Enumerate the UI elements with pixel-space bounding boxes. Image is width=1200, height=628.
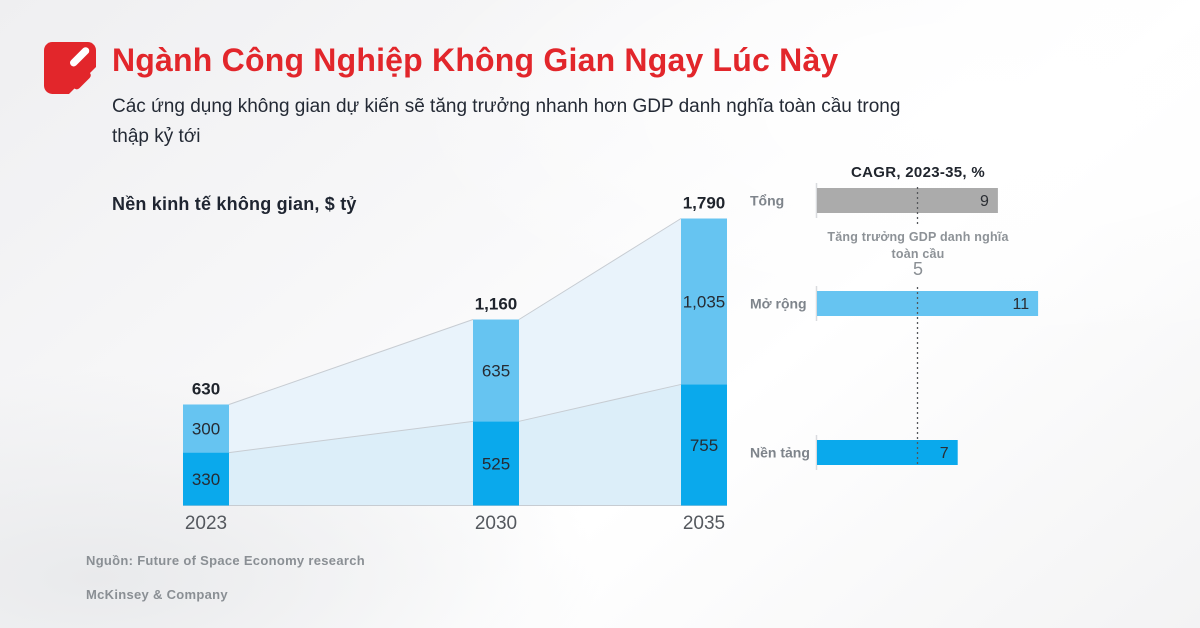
source-note: Nguồn: Future of Space Economy research [86, 553, 365, 568]
gdp-reference-label-line1: Tăng trưởng GDP danh nghĩa [827, 230, 1009, 244]
cagr-bar [817, 188, 998, 213]
funnel-top-line [518, 218, 682, 320]
segment-value-label: 755 [690, 436, 718, 455]
segment-value-label: 525 [482, 454, 510, 473]
bar-segment-expansion [473, 319, 519, 422]
funnel-mid-line [228, 420, 474, 454]
total-value-label: 630 [192, 379, 220, 398]
funnel-area-expansion [229, 319, 473, 453]
bar-segment-foundation [473, 421, 519, 506]
funnel-area-foundation [229, 421, 473, 506]
cagr-category-label: Tổng [750, 193, 784, 209]
bar-segment-foundation [183, 452, 229, 506]
left-chart-title: Nền kinh tế không gian, $ tỷ [112, 194, 357, 214]
cagr-value-label: 11 [1012, 296, 1029, 313]
segment-value-label: 300 [192, 420, 220, 439]
x-axis-year-label: 2023 [185, 513, 227, 534]
total-value-label: 1,790 [683, 194, 726, 213]
funnel-area-expansion [519, 218, 681, 422]
cagr-bar [817, 440, 958, 465]
bar-segment-expansion [183, 404, 229, 453]
cagr-chart-title: CAGR, 2023-35, % [850, 164, 986, 181]
funnel-top-line [228, 319, 474, 405]
segment-value-label: 635 [482, 361, 510, 380]
gdp-reference-value: 5 [912, 259, 923, 279]
cagr-bar [817, 291, 1039, 316]
total-value-label: 1,160 [475, 295, 518, 314]
bar-segment-expansion [681, 218, 727, 385]
funnel-area-foundation [519, 384, 681, 506]
gdp-reference-label: Tăng trưởng GDP danh nghĩa toàn cầu [795, 229, 1041, 264]
gdp-reference-label-line2: toàn cầu [891, 247, 945, 262]
segment-value-label: 1,035 [683, 292, 726, 311]
brand-name: McKinsey & Company [86, 587, 228, 602]
page-title: Ngành Công Nghiệp Không Gian Ngay Lúc Nà… [112, 42, 839, 78]
x-axis-year-label: 2035 [683, 513, 725, 534]
segment-value-label: 330 [192, 470, 220, 489]
page-subtitle: Các ứng dụng không gian dự kiến sẽ tăng … [112, 96, 901, 148]
cagr-value-label: 7 [940, 445, 949, 462]
cagr-category-label: Nền tảng [750, 445, 810, 461]
funnel-mid-line [518, 383, 682, 422]
x-axis-year-label: 2030 [475, 513, 517, 534]
cagr-category-label: Mở rộng [750, 296, 807, 312]
cagr-value-label: 9 [980, 193, 989, 210]
bar-segment-foundation [681, 384, 727, 506]
mckinsey-red-mark-icon [44, 42, 96, 94]
